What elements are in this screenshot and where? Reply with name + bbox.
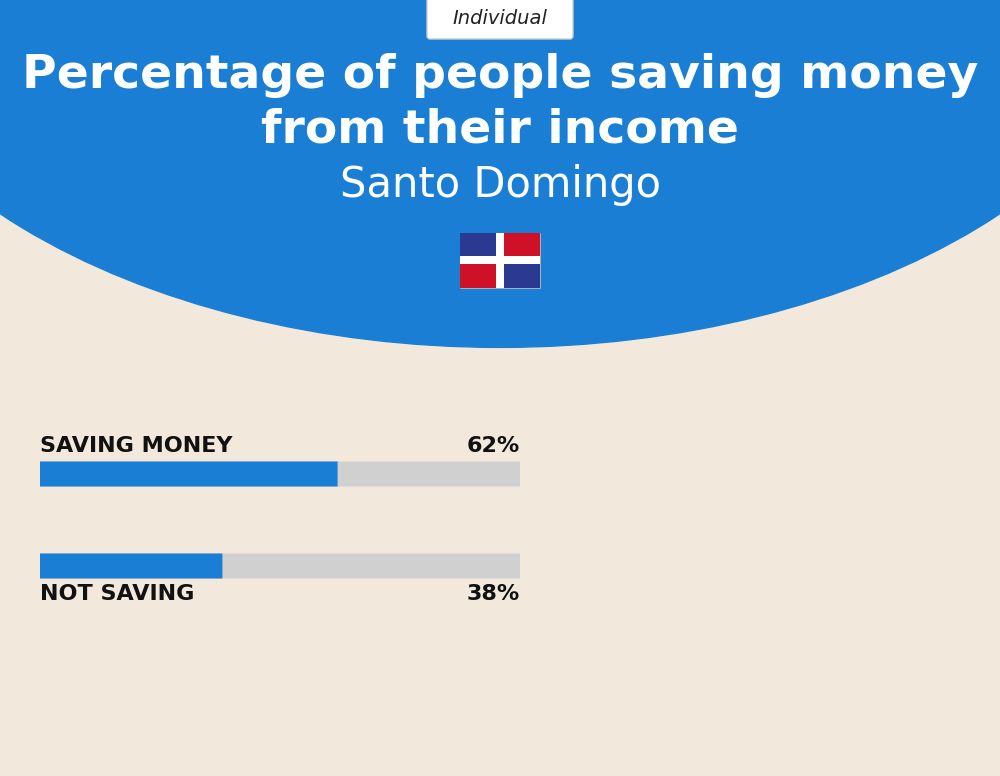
Text: Percentage of people saving money: Percentage of people saving money — [22, 53, 978, 98]
Text: 38%: 38% — [467, 584, 520, 604]
FancyBboxPatch shape — [40, 462, 520, 487]
Text: Individual: Individual — [453, 9, 547, 27]
Text: 62%: 62% — [467, 436, 520, 456]
Polygon shape — [460, 233, 496, 256]
FancyBboxPatch shape — [40, 553, 520, 578]
Ellipse shape — [0, 0, 1000, 348]
Polygon shape — [504, 264, 540, 287]
Text: SAVING MONEY: SAVING MONEY — [40, 436, 232, 456]
Polygon shape — [460, 264, 496, 287]
FancyBboxPatch shape — [460, 256, 540, 264]
FancyBboxPatch shape — [496, 233, 504, 287]
FancyBboxPatch shape — [460, 233, 540, 287]
Text: NOT SAVING: NOT SAVING — [40, 584, 194, 604]
Text: Santo Domingo: Santo Domingo — [340, 164, 660, 206]
Polygon shape — [504, 233, 540, 256]
Text: from their income: from their income — [261, 108, 739, 153]
FancyBboxPatch shape — [40, 553, 222, 578]
FancyBboxPatch shape — [427, 0, 573, 39]
FancyBboxPatch shape — [40, 462, 338, 487]
